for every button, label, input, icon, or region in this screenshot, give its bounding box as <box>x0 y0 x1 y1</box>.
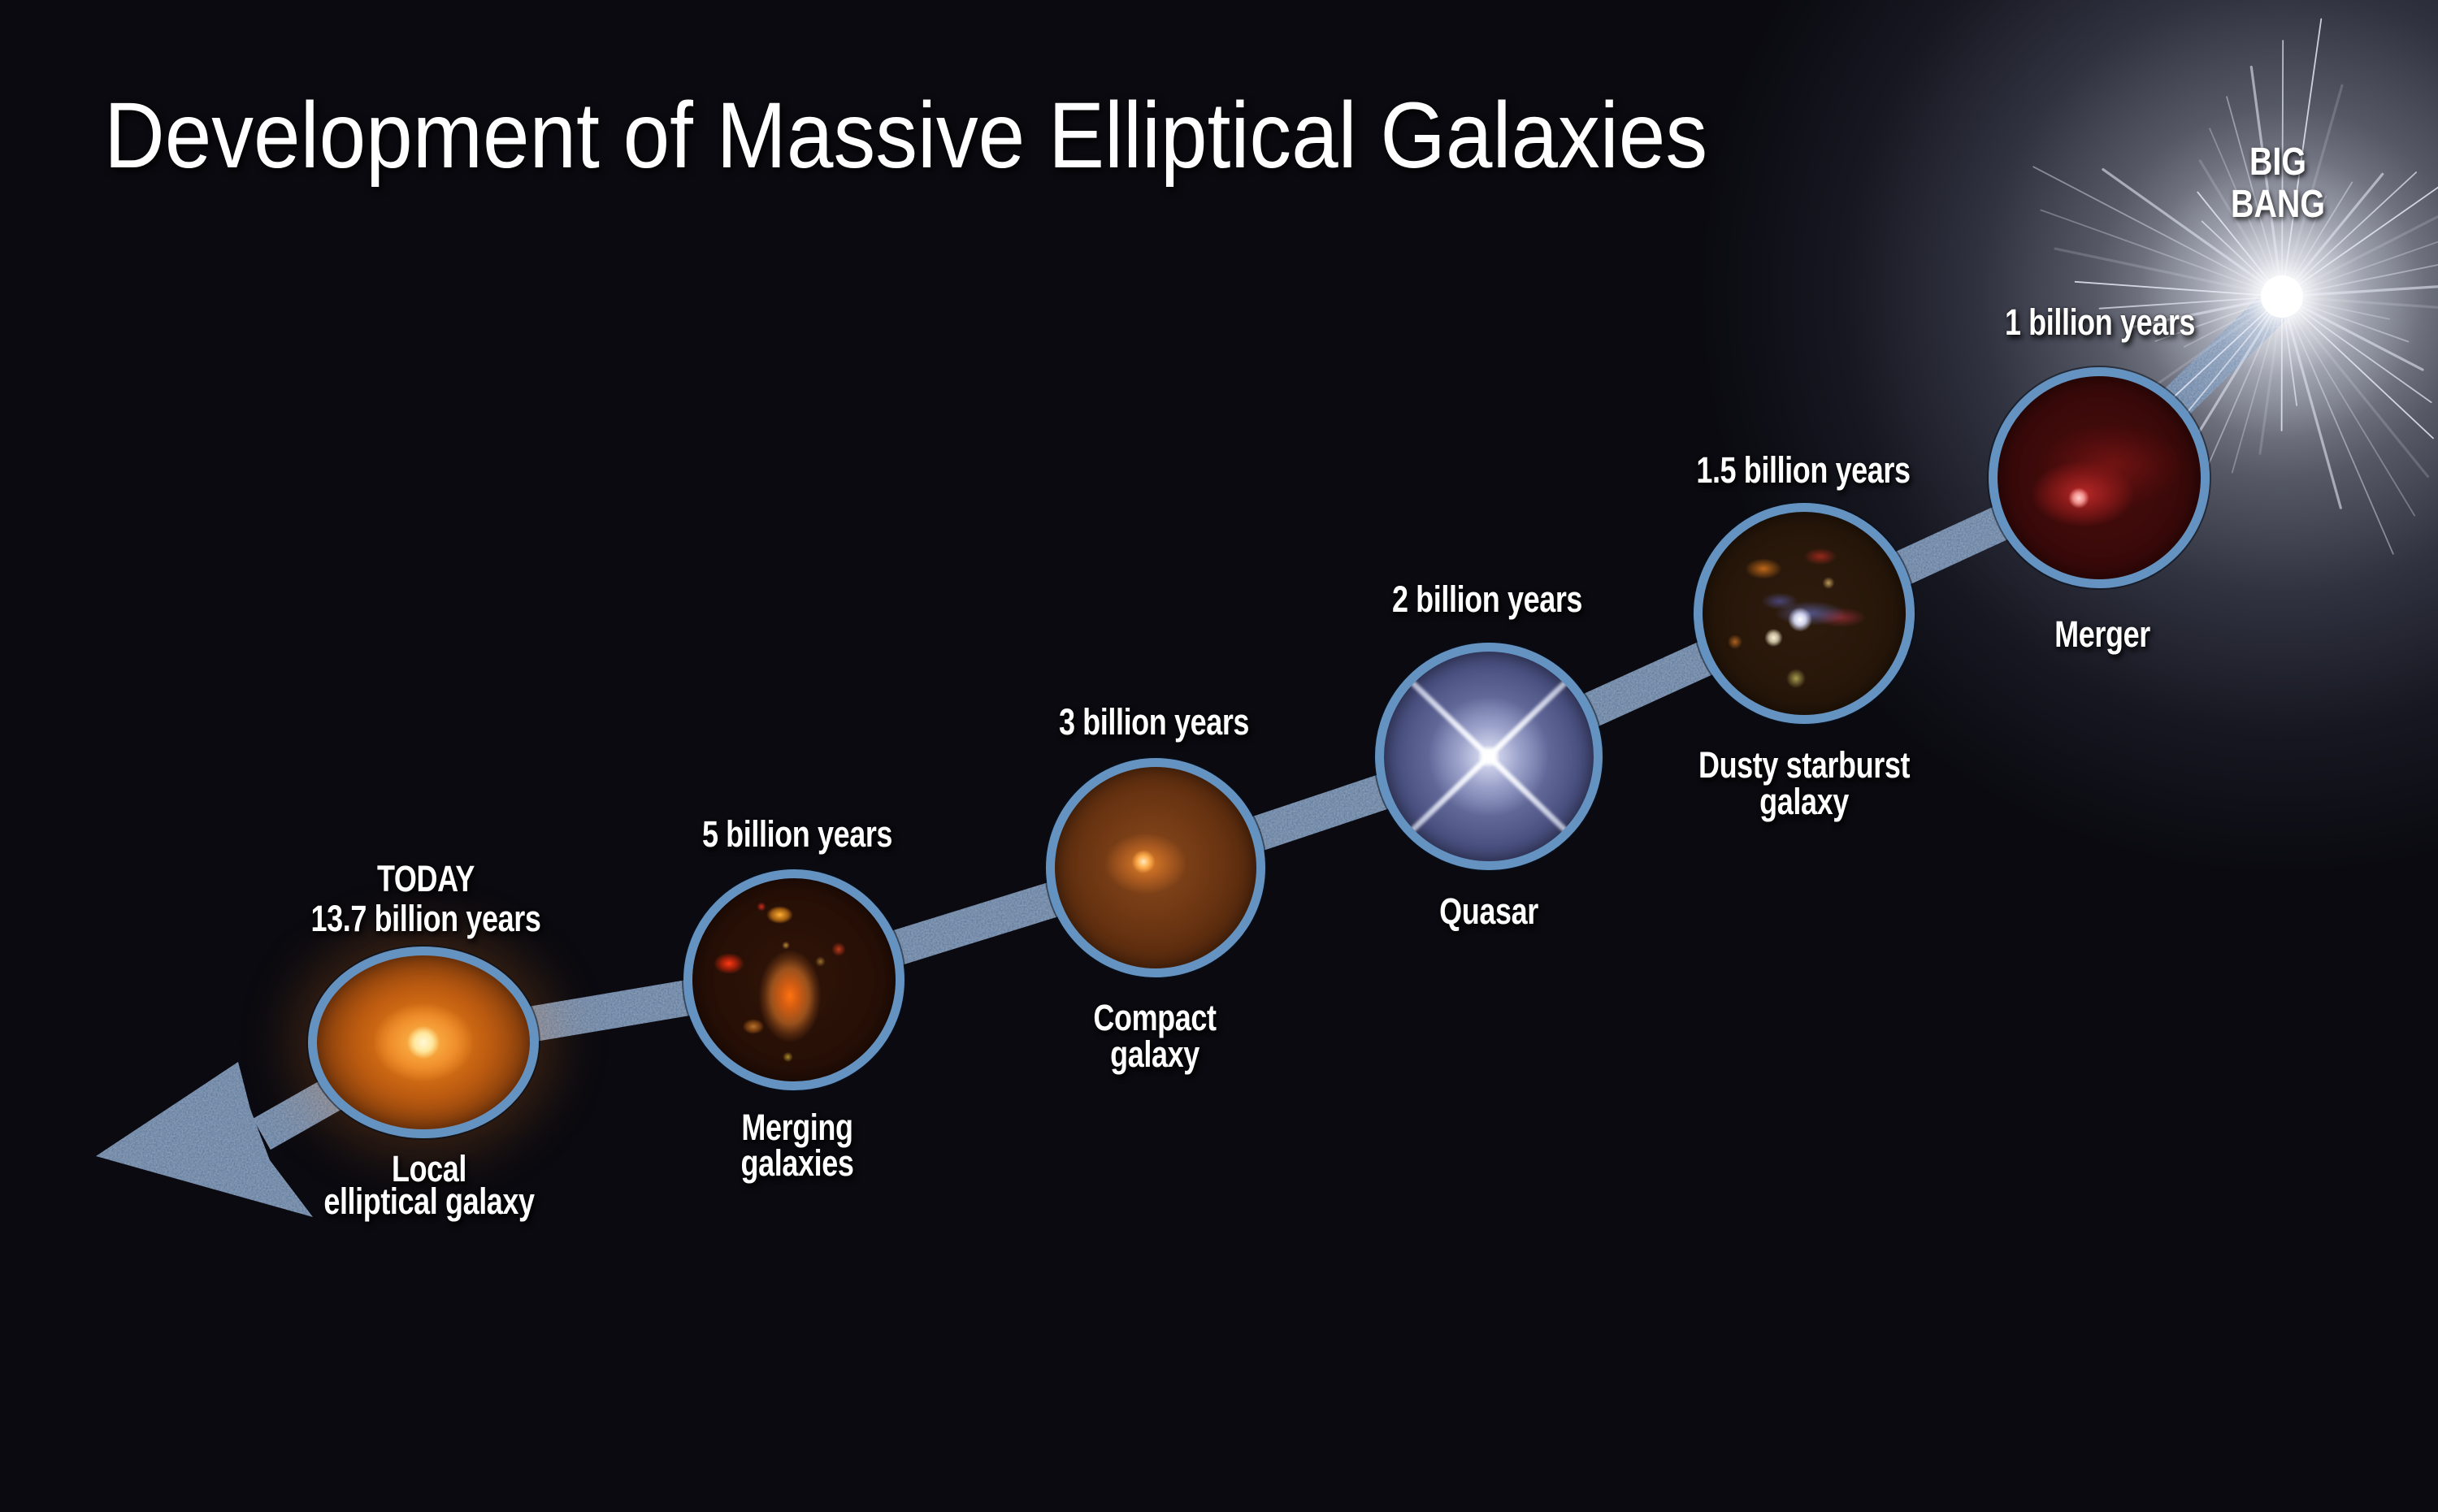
name-text-line2: elliptical galaxy <box>323 1181 535 1222</box>
time-text: 1.5 billion years <box>1696 449 1911 491</box>
stage-time-label-merger: 1 billion years <box>2005 304 2195 340</box>
name-text-line1: Compact <box>1093 997 1217 1038</box>
name-text-line1: Dusty starburst <box>1698 744 1911 786</box>
name-text-line1: Local <box>391 1148 467 1189</box>
stage-circle-dusty-starburst <box>1694 503 1915 724</box>
stage-circle-compact-galaxy <box>1046 758 1265 977</box>
stage-name-label-local-elliptical: Local elliptical galaxy <box>323 1148 535 1222</box>
arrow-head <box>96 1062 313 1217</box>
name-text: Merger <box>2054 613 2150 655</box>
time-text: 3 billion years <box>1058 701 1250 743</box>
time-text: 2 billion years <box>1391 578 1583 620</box>
stage-time-label-dusty-starburst: 1.5 billion years <box>1696 449 1911 491</box>
name-text-line1: Merging <box>741 1107 853 1148</box>
name-text-line2: galaxy <box>1110 1033 1199 1075</box>
name-text: Quasar <box>1439 890 1538 932</box>
stage-name-label-merging-galaxies: Merging galaxies <box>740 1107 854 1184</box>
big-bang-label-line1: BIG <box>2249 141 2306 184</box>
time-text-line2: 13.7 billion years <box>310 898 541 939</box>
big-bang-starburst <box>2032 18 2438 555</box>
stage-circle-local-elliptical <box>308 947 539 1138</box>
stage-name-label-quasar: Quasar <box>1439 893 1538 929</box>
big-bang-label-line2: BANG <box>2231 183 2325 226</box>
stage-name-label-merger: Merger <box>2054 616 2150 652</box>
stage-time-label-local-elliptical: TODAY 13.7 billion years <box>311 859 541 938</box>
time-text: 1 billion years <box>2004 301 2196 343</box>
time-text-line1: TODAY <box>376 858 475 899</box>
big-bang-label: BIG BANG <box>2231 141 2325 226</box>
stage-circle-merger <box>1989 367 2210 588</box>
stage-time-label-quasar: 2 billion years <box>1392 581 1582 617</box>
name-text-line2: galaxies <box>740 1142 854 1184</box>
stage-time-label-compact-galaxy: 3 billion years <box>1059 704 1249 740</box>
page-title: Development of Massive Elliptical Galaxi… <box>104 84 1708 188</box>
name-text-line2: galaxy <box>1759 781 1849 822</box>
time-text: 5 billion years <box>701 813 893 855</box>
stage-circle-merging-galaxies <box>683 869 904 1090</box>
stage-name-label-compact-galaxy: Compact galaxy <box>1093 997 1217 1075</box>
stage-circle-quasar <box>1375 643 1603 870</box>
stage-name-label-dusty-starburst: Dusty starburst galaxy <box>1698 747 1910 820</box>
stage-time-label-merging-galaxies: 5 billion years <box>702 816 892 852</box>
